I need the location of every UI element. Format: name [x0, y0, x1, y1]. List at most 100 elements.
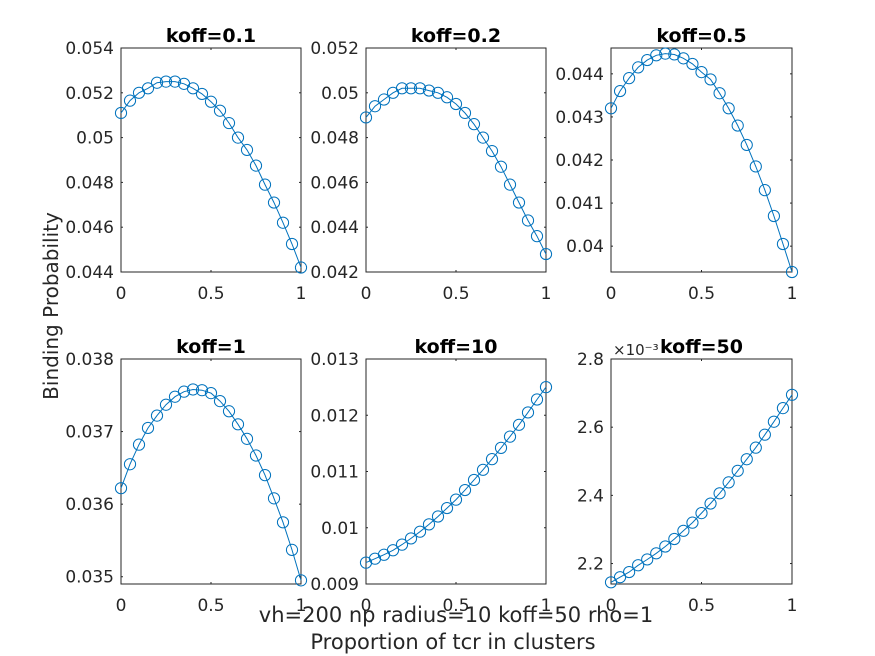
data-point [521, 214, 535, 227]
data-point [141, 82, 155, 95]
y-tick-label: 0.044 [65, 263, 114, 283]
data-point [785, 388, 799, 401]
data-point [494, 160, 508, 173]
subplot-title: koff=0.5 [656, 25, 746, 47]
series-line [365, 87, 547, 255]
subplot-grid: 0 0.5 1 0.044 0.046 0.048 0.05 0.052 0.054 koff=0… [65, 25, 799, 616]
data-point [785, 265, 799, 279]
data-point [285, 237, 299, 251]
data-point [458, 106, 472, 120]
data-point [476, 131, 490, 144]
data-point [776, 401, 790, 415]
subplot-title: koff=0.1 [166, 25, 256, 47]
y-tick-label: 0.041 [555, 194, 604, 214]
data-point [476, 463, 490, 476]
data-point [249, 159, 263, 172]
data-point [368, 100, 382, 113]
x-tick-label: 0 [361, 596, 372, 616]
y-tick-label: 0.037 [65, 423, 114, 443]
data-point [740, 138, 753, 152]
data-point [150, 409, 164, 422]
y-tick-label: 0.01 [321, 519, 359, 539]
data-point [659, 47, 672, 60]
data-point [222, 405, 236, 418]
subplot-title: koff=50 [660, 336, 743, 358]
subplot-5: 0 0.5 1 0.009 0.01 0.011 0.012 0.013 koff=10 [310, 336, 553, 616]
data-point [641, 553, 654, 566]
data-point [159, 75, 173, 88]
data-point [623, 565, 636, 579]
data-point [604, 102, 618, 115]
data-point [659, 540, 672, 553]
data-point [240, 143, 254, 157]
data-point [749, 441, 762, 454]
data-point [422, 518, 436, 531]
data-point [213, 394, 227, 408]
data-point [440, 91, 454, 104]
x-tick-label: 0.5 [442, 284, 469, 304]
data-point [632, 559, 645, 572]
subplot-title: koff=0.2 [411, 25, 501, 47]
data-point [449, 97, 463, 111]
data-point [530, 393, 544, 406]
data-point [467, 118, 481, 131]
data-point [276, 516, 290, 529]
x-tick-label: 0.5 [197, 596, 224, 616]
x-tick-label: 0 [116, 596, 127, 616]
data-point [623, 72, 636, 85]
data-point [141, 421, 155, 435]
data-point [177, 385, 191, 398]
data-point [485, 453, 499, 466]
y-tick-label: 0.044 [310, 218, 359, 238]
plot-area [365, 358, 547, 585]
data-point [650, 49, 663, 62]
data-point [431, 510, 445, 523]
subplot-title: koff=10 [415, 336, 498, 358]
data-point [613, 84, 627, 98]
y-tick-label: 0.046 [65, 218, 114, 238]
y-tick-label: 0.009 [310, 575, 359, 595]
data-point [231, 131, 245, 144]
data-point [294, 261, 308, 274]
y-tick-label: 0.04 [566, 237, 604, 257]
series-line [610, 53, 793, 273]
data-point [413, 82, 427, 95]
data-point [722, 476, 735, 489]
data-point [258, 469, 272, 482]
data-point [186, 383, 200, 396]
y-tick-label: 2.2 [577, 555, 604, 575]
data-point [503, 178, 517, 191]
data-point [150, 76, 164, 89]
data-point [404, 82, 418, 95]
data-point [686, 57, 699, 71]
x-tick-label: 1 [296, 284, 307, 304]
plot-area [120, 47, 302, 273]
y-tick-label: 0.046 [310, 173, 359, 193]
figure-y-axis-label: Binding Probability [39, 212, 63, 400]
plot-area [365, 47, 547, 273]
y-tick-label: 0.048 [310, 129, 359, 149]
data-point [395, 82, 409, 95]
data-point [668, 532, 681, 546]
x-tick-label: 1 [296, 596, 307, 616]
x-tick-label: 0.5 [688, 596, 715, 616]
data-point [512, 196, 526, 209]
series-line [120, 388, 302, 581]
y-tick-label: 0.035 [65, 568, 114, 588]
data-point [731, 464, 744, 477]
y-tick-label: 0.042 [310, 263, 359, 283]
y-tick-label: 0.042 [555, 151, 604, 171]
subplot-2: 0 0.5 1 0.042 0.044 0.046 0.048 0.05 0.052 koff=0… [310, 25, 553, 304]
x-tick-label: 1 [541, 596, 552, 616]
data-point [677, 524, 690, 537]
data-point [213, 104, 227, 117]
data-point [713, 487, 726, 500]
plot-area [610, 47, 793, 273]
data-point [422, 84, 436, 97]
data-point [731, 119, 744, 132]
data-point [604, 576, 618, 589]
data-point [386, 544, 400, 557]
data-point [222, 116, 236, 130]
y-tick-label: 0.05 [321, 84, 359, 104]
